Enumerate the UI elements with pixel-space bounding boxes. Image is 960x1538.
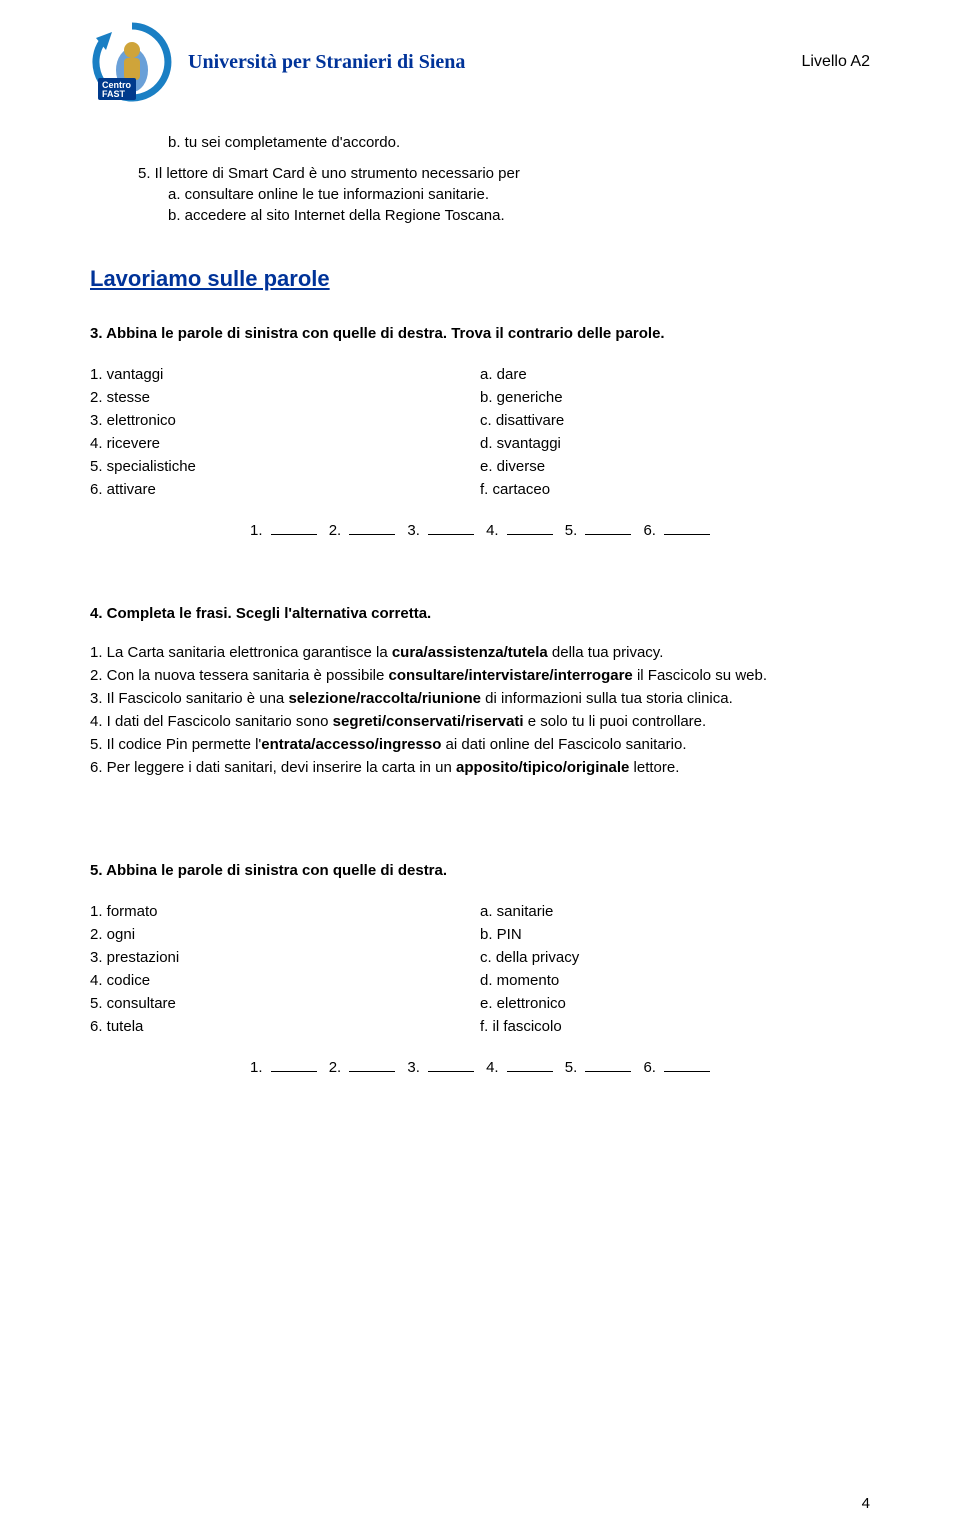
page-number: 4 (862, 1493, 870, 1514)
ex3-left-item: 3. elettronico (90, 410, 480, 431)
ex3-right-col: a. dare b. generiche c. disattivare d. s… (480, 362, 870, 502)
ex4-item: 5. Il codice Pin permette l'entrata/acce… (90, 734, 870, 755)
ex3-right-item: e. diverse (480, 456, 870, 477)
ex4-bold: apposito/tipico/originale (456, 759, 629, 776)
ex5-prompt: 5. Abbina le parole di sinistra con quel… (90, 860, 870, 881)
ex4-item: 4. I dati del Fascicolo sanitario sono s… (90, 711, 870, 732)
ex3-right-item: d. svantaggi (480, 433, 870, 454)
answer-num: 5. (565, 520, 578, 541)
ex3-right-item: b. generiche (480, 387, 870, 408)
page-header: Centro FAST Università per Stranieri di … (90, 20, 870, 104)
header-left: Centro FAST Università per Stranieri di … (90, 20, 465, 104)
ex3-right-item: a. dare (480, 364, 870, 385)
ex4-pre: 6. Per leggere i dati sanitari, devi ins… (90, 759, 456, 776)
answer-num: 1. (250, 1057, 263, 1078)
ex4-post: lettore. (629, 759, 679, 776)
level-label: Livello A2 (802, 51, 871, 73)
ex4-bold: entrata/accesso/ingresso (261, 736, 441, 753)
ex5-right-item: f. il fascicolo (480, 1016, 870, 1037)
logo: Centro FAST (90, 20, 174, 104)
ex3-answer-line: 1. 2. 3. 4. 5. 6. (90, 520, 870, 541)
intro-b: b. tu sei completamente d'accordo. (138, 132, 870, 153)
ex4-item: 1. La Carta sanitaria elettronica garant… (90, 642, 870, 663)
ex3-left-item: 1. vantaggi (90, 364, 480, 385)
answer-blank[interactable] (271, 521, 317, 535)
ex4-post: ai dati online del Fascicolo sanitario. (441, 736, 686, 753)
answer-blank[interactable] (507, 521, 553, 535)
ex3-right-item: c. disattivare (480, 410, 870, 431)
ex4-pre: 5. Il codice Pin permette l' (90, 736, 261, 753)
ex5-left-item: 1. formato (90, 901, 480, 922)
ex4-post: il Fascicolo su web. (633, 667, 767, 684)
ex4-post: della tua privacy. (548, 644, 664, 661)
ex5-left-item: 4. codice (90, 970, 480, 991)
ex3-columns: 1. vantaggi 2. stesse 3. elettronico 4. … (90, 362, 870, 502)
answer-blank[interactable] (664, 1058, 710, 1072)
ex3-prompt: 3. Abbina le parole di sinistra con quel… (90, 323, 870, 344)
ex3-left-item: 6. attivare (90, 479, 480, 500)
ex4-pre: 1. La Carta sanitaria elettronica garant… (90, 644, 392, 661)
answer-num: 3. (407, 1057, 420, 1078)
answer-num: 4. (486, 1057, 499, 1078)
ex3-left-item: 5. specialistiche (90, 456, 480, 477)
ex3-left-item: 4. ricevere (90, 433, 480, 454)
ex3-left-col: 1. vantaggi 2. stesse 3. elettronico 4. … (90, 362, 480, 502)
intro-q5a: a. consultare online le tue informazioni… (138, 184, 870, 205)
answer-blank[interactable] (349, 1058, 395, 1072)
ex5-right-item: c. della privacy (480, 947, 870, 968)
ex5-left-item: 5. consultare (90, 993, 480, 1014)
ex5-right-item: d. momento (480, 970, 870, 991)
content-body: b. tu sei completamente d'accordo. 5. Il… (90, 132, 870, 1078)
ex4-post: e solo tu li puoi controllare. (524, 713, 707, 730)
ex4-item: 2. Con la nuova tessera sanitaria è poss… (90, 665, 870, 686)
ex4-bold: cura/assistenza/tutela (392, 644, 548, 661)
answer-blank[interactable] (585, 1058, 631, 1072)
answer-num: 2. (329, 1057, 342, 1078)
intro-q5: 5. Il lettore di Smart Card è uno strume… (138, 163, 870, 184)
answer-num: 5. (565, 1057, 578, 1078)
ex4-pre: 4. I dati del Fascicolo sanitario sono (90, 713, 333, 730)
answer-blank[interactable] (428, 1058, 474, 1072)
ex4-item: 3. Il Fascicolo sanitario è una selezion… (90, 688, 870, 709)
answer-blank[interactable] (507, 1058, 553, 1072)
ex5-right-item: b. PIN (480, 924, 870, 945)
intro-q5b: b. accedere al sito Internet della Regio… (138, 205, 870, 226)
ex4-post: di informazioni sulla tua storia clinica… (481, 690, 733, 707)
section-title: Lavoriamo sulle parole (90, 264, 870, 295)
ex5-right-item: e. elettronico (480, 993, 870, 1014)
ex5-right-col: a. sanitarie b. PIN c. della privacy d. … (480, 899, 870, 1039)
ex4-item: 6. Per leggere i dati sanitari, devi ins… (90, 757, 870, 778)
ex4-pre: 2. Con la nuova tessera sanitaria è poss… (90, 667, 389, 684)
answer-blank[interactable] (664, 521, 710, 535)
ex4-prompt: 4. Completa le frasi. Scegli l'alternati… (90, 603, 870, 624)
ex5-left-item: 3. prestazioni (90, 947, 480, 968)
ex5-columns: 1. formato 2. ogni 3. prestazioni 4. cod… (90, 899, 870, 1039)
ex5-left-item: 6. tutela (90, 1016, 480, 1037)
ex5-left-item: 2. ogni (90, 924, 480, 945)
ex5-left-col: 1. formato 2. ogni 3. prestazioni 4. cod… (90, 899, 480, 1039)
ex5-answer-line: 1. 2. 3. 4. 5. 6. (90, 1057, 870, 1078)
answer-blank[interactable] (428, 521, 474, 535)
answer-num: 2. (329, 520, 342, 541)
ex4-bold: segreti/conservati/riservati (333, 713, 524, 730)
ex3-left-item: 2. stesse (90, 387, 480, 408)
answer-num: 1. (250, 520, 263, 541)
ex4-items: 1. La Carta sanitaria elettronica garant… (90, 642, 870, 778)
answer-num: 6. (643, 520, 656, 541)
svg-text:FAST: FAST (102, 89, 126, 99)
answer-blank[interactable] (585, 521, 631, 535)
ex4-bold: selezione/raccolta/riunione (288, 690, 481, 707)
answer-blank[interactable] (271, 1058, 317, 1072)
ex3-right-item: f. cartaceo (480, 479, 870, 500)
answer-num: 4. (486, 520, 499, 541)
answer-blank[interactable] (349, 521, 395, 535)
ex4-pre: 3. Il Fascicolo sanitario è una (90, 690, 288, 707)
ex5-right-item: a. sanitarie (480, 901, 870, 922)
university-name: Università per Stranieri di Siena (188, 48, 465, 76)
answer-num: 3. (407, 520, 420, 541)
intro-block: b. tu sei completamente d'accordo. 5. Il… (90, 132, 870, 226)
ex4-bold: consultare/intervistare/interrogare (389, 667, 633, 684)
answer-num: 6. (643, 1057, 656, 1078)
